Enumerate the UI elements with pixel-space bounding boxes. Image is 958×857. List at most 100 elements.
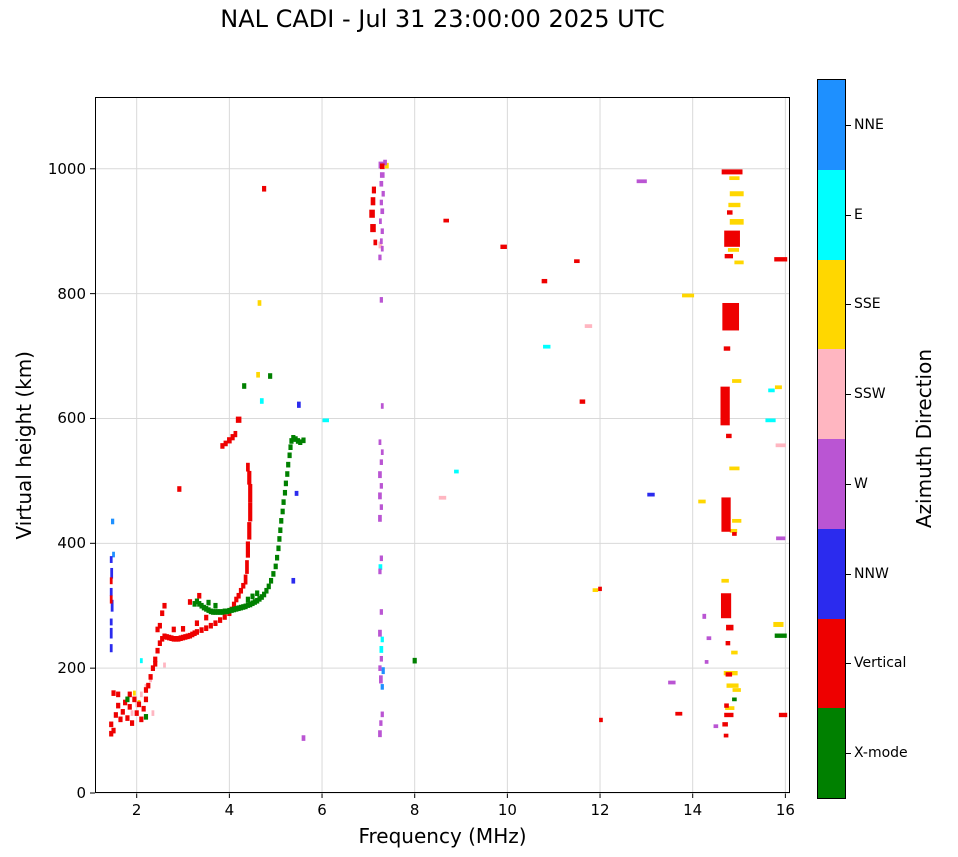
colorbar-segment-nnw [818,528,845,619]
data-point-sse [732,688,741,692]
data-point-vertical [141,705,146,712]
data-point-vertical [379,163,385,170]
data-point-sse [698,499,706,504]
data-point-x-mode [224,608,230,615]
data-point-vertical [155,647,160,654]
data-point-e [543,344,551,349]
data-point-x-mode [275,554,280,561]
data-point-sse [729,191,744,197]
data-point-x-mode [264,587,269,594]
data-point-nnw [109,627,113,639]
data-point-nne [110,518,115,525]
data-point-x-mode [280,508,285,515]
colorbar-tick-label: NNW [854,565,889,582]
data-point-w [301,735,306,741]
colorbar-tick-mark [845,214,851,216]
data-point-vertical [724,230,740,247]
data-point-e [259,398,264,404]
x-tick-label: 10 [497,801,517,819]
data-point-x-mode [238,604,244,611]
data-point-vertical [160,636,165,642]
data-point-e [378,564,383,570]
data-point-w [378,471,382,479]
data-point-x-mode [279,518,284,524]
data-point-w [380,228,384,235]
data-point-vertical [146,682,151,689]
data-point-vertical [721,497,731,532]
colorbar-segment-e [818,169,845,260]
data-point-vertical [370,224,376,233]
data-point-sse [732,379,742,383]
data-point-e [139,658,143,664]
data-point-w [379,609,383,615]
data-point-x-mode [285,471,290,477]
data-point-vertical [248,484,253,503]
data-point-vertical [369,209,375,218]
data-point-vertical [125,715,130,721]
data-point-ssw [378,241,383,249]
data-point-vertical [194,620,200,627]
data-point-vertical [199,627,204,633]
data-point-vertical [113,712,118,718]
colorbar-tick-label: X-mode [854,745,908,762]
data-point-ssw [144,684,148,690]
data-point-w [378,568,382,575]
data-point-w [380,208,385,215]
data-point-x-mode [732,697,737,702]
data-point-w [380,245,384,252]
data-point-vertical [180,626,186,632]
colorbar-segment-nne [818,80,845,170]
x-tick-label: 4 [224,801,235,819]
data-point-w [379,238,383,245]
data-point-nnw [110,599,114,612]
data-point-vertical [726,624,734,631]
data-point-vertical [262,185,267,192]
data-point-w [378,254,382,261]
data-point-vertical [373,239,378,246]
x-tick-label: 8 [409,801,420,819]
data-point-vertical [722,722,728,727]
data-point-vertical [236,592,241,599]
data-point-nnw [647,492,655,497]
data-point-w [379,720,383,726]
x-axis-label: Frequency (MHz) [358,824,527,848]
data-point-x-mode [282,489,288,496]
data-point-vertical [187,599,193,605]
data-point-vertical [157,622,162,629]
data-point-vertical [723,346,731,351]
data-point-vertical [162,602,167,609]
data-point-x-mode [412,657,417,664]
data-point-x-mode [220,609,225,615]
data-point-w [380,449,384,455]
colorbar-tick-mark [845,304,851,306]
data-point-x-mode [222,608,227,615]
data-point-ssw [151,710,155,716]
data-point-x-mode [197,601,202,607]
data-point-vertical [167,634,172,641]
data-point-sse [729,176,740,181]
data-point-vertical [143,696,149,703]
y-axis-label-wrap: Virtual height (km) [12,97,36,793]
data-point-x-mode [234,606,239,612]
data-point-x-mode [277,536,282,542]
data-point-vertical [724,703,729,708]
data-point-vertical [111,690,116,696]
colorbar-tick-mark [845,663,851,665]
data-point-x-mode [252,599,257,605]
data-point-vertical [675,711,683,716]
data-point-vertical [371,186,377,194]
data-point-sse [774,385,782,390]
data-point-x-mode [774,633,787,638]
data-point-vertical [132,696,137,703]
data-point-x-mode [245,602,250,608]
data-point-vertical [109,721,114,728]
data-point-vertical [726,433,732,439]
data-point-vertical [116,702,121,709]
colorbar-tick-label: W [854,475,868,492]
x-tick-label: 6 [317,801,327,819]
data-point-nnw [291,577,296,584]
y-tick-label: 1000 [47,159,86,178]
data-point-sse [773,621,784,627]
data-point-e [322,418,329,423]
data-point-x-mode [289,438,294,444]
